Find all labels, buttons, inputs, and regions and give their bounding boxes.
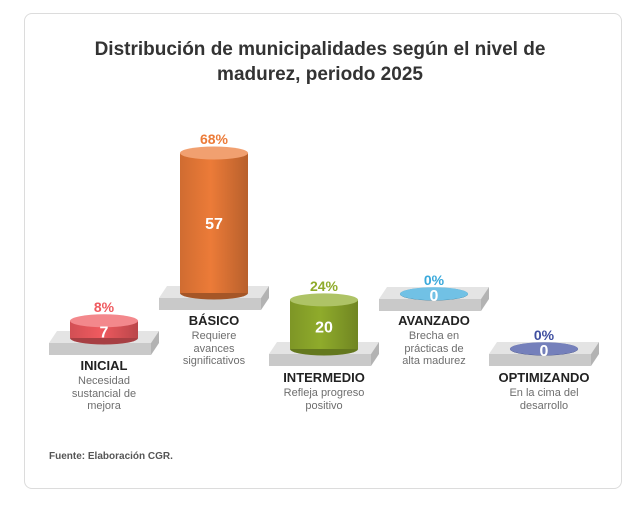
level-description-avanzado-line: Brecha en bbox=[408, 330, 460, 342]
level-description-intermedio-line: Refleja progreso bbox=[283, 387, 365, 399]
level-label-avanzado: AVANZADO Brecha en prácticas de alta madure… bbox=[379, 313, 489, 368]
platform-front-inicial bbox=[49, 343, 151, 355]
platform-side-intermedio bbox=[371, 342, 379, 366]
platform-front-optimizando bbox=[489, 354, 591, 366]
value-label-optimizando: 0 bbox=[540, 343, 549, 360]
level-description-avanzado-line: alta madurez bbox=[402, 355, 466, 367]
value-label-avanzado: 0 bbox=[430, 288, 439, 305]
bar-intermedio bbox=[290, 299, 358, 349]
bar-top-inicial bbox=[70, 314, 138, 328]
level-description-basico-line: Requiere bbox=[191, 330, 237, 342]
level-description-basico-line: avances bbox=[193, 342, 235, 355]
percent-label-inicial: 8% bbox=[94, 299, 115, 315]
chart-title-line-1: Distribución de municipalidades según el… bbox=[94, 39, 546, 60]
level-label-inicial: INICIAL Necesidad sustancial de mejora bbox=[49, 358, 159, 413]
level-description-inicial-line: Necesidad bbox=[78, 375, 130, 387]
value-label-intermedio: 20 bbox=[315, 319, 333, 336]
bar-basico bbox=[180, 153, 248, 293]
level-label-basico: BÁSICO Requiere avances significativos bbox=[159, 313, 269, 368]
level-name-inicial: INICIAL bbox=[80, 358, 128, 373]
level-description-inicial-line: mejora bbox=[87, 400, 121, 412]
chart-title-line-2: madurez, periodo 2025 bbox=[217, 64, 423, 85]
level-name-avanzado: AVANZADO bbox=[398, 313, 470, 328]
chart-card bbox=[24, 13, 622, 489]
platform-front-intermedio bbox=[269, 354, 371, 366]
platform-front-basico bbox=[159, 298, 261, 310]
value-label-basico: 57 bbox=[205, 216, 223, 233]
level-label-optimizando: OPTIMIZANDO En la cima del desarrollo bbox=[489, 370, 599, 412]
level-description-inicial-line: sustancial de bbox=[71, 387, 137, 400]
platform-side-avanzado bbox=[481, 287, 489, 311]
platform-side-inicial bbox=[151, 331, 159, 355]
platform-side-basico bbox=[261, 286, 269, 310]
level-name-basico: BÁSICO bbox=[188, 313, 240, 328]
level-description-intermedio-line: positivo bbox=[305, 399, 343, 412]
value-label-inicial: 7 bbox=[100, 324, 109, 341]
level-description-basico-line: significativos bbox=[182, 355, 246, 367]
platform-side-optimizando bbox=[591, 342, 599, 366]
level-name-intermedio: INTERMEDIO bbox=[283, 370, 365, 385]
percent-label-intermedio: 24% bbox=[310, 278, 339, 294]
level-description-optimizando-line: desarrollo bbox=[519, 399, 569, 412]
level-description-optimizando-line: En la cima del bbox=[509, 387, 579, 399]
bar-top-avanzado bbox=[400, 287, 468, 301]
level-name-optimizando: OPTIMIZANDO bbox=[498, 370, 590, 385]
percent-label-optimizando: 0% bbox=[534, 327, 555, 343]
bar-top-basico bbox=[180, 146, 248, 160]
percent-label-avanzado: 0% bbox=[424, 272, 445, 288]
bar-top-optimizando bbox=[510, 342, 578, 356]
level-description-avanzado-line: prácticas de bbox=[404, 342, 464, 355]
platform-front-avanzado bbox=[379, 299, 481, 311]
level-label-intermedio: INTERMEDIO Refleja progreso positivo bbox=[269, 370, 379, 412]
bar-top-intermedio bbox=[290, 293, 358, 307]
percent-label-basico: 68% bbox=[200, 131, 229, 147]
source-note: Fuente: Elaboración CGR. bbox=[49, 451, 173, 462]
